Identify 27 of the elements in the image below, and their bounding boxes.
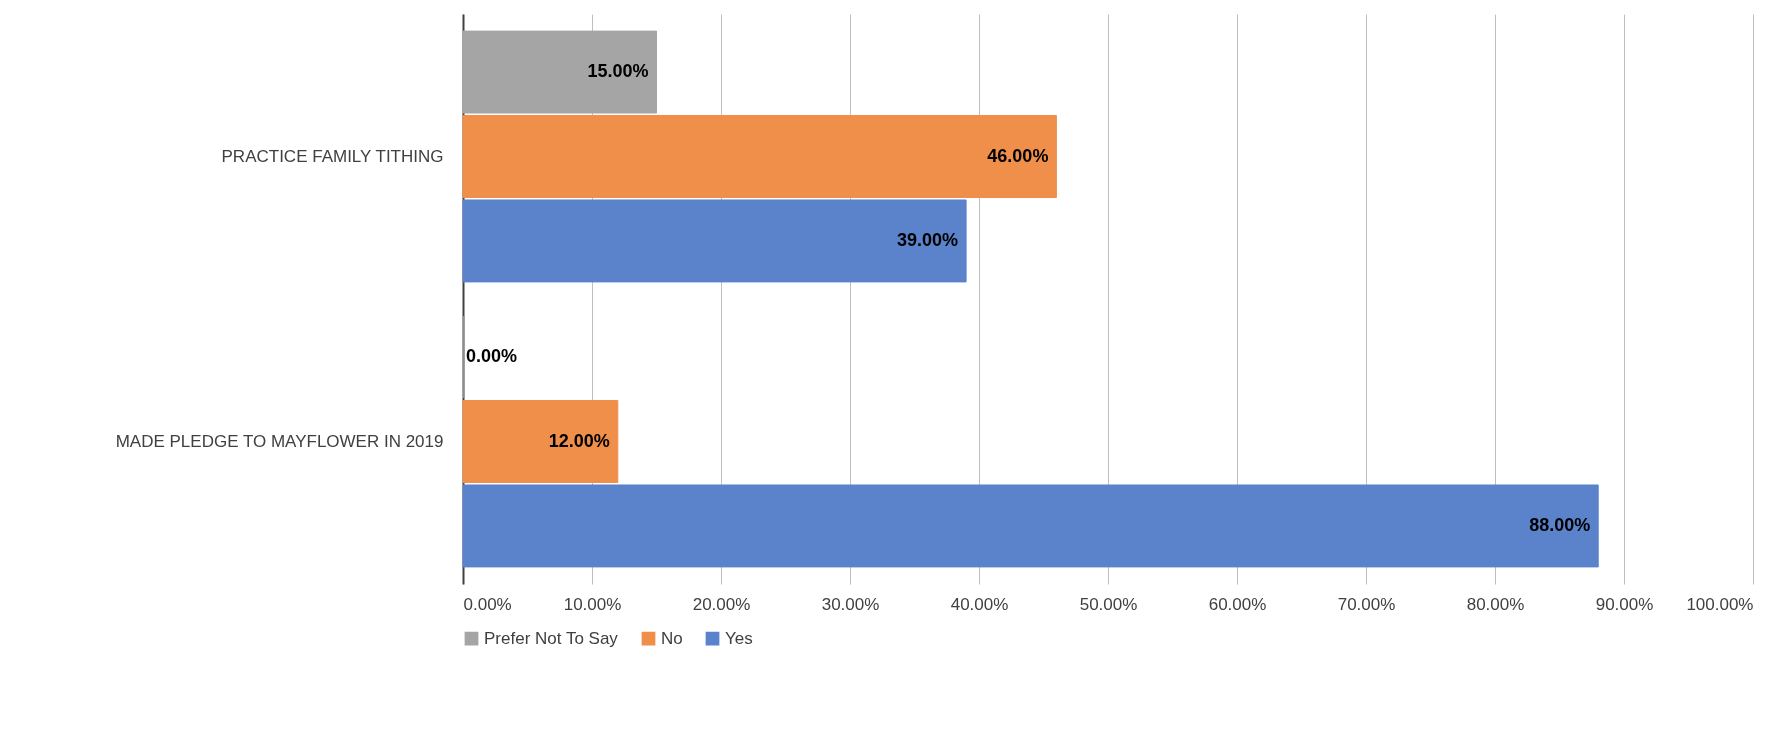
bar	[462, 400, 619, 483]
legend-label: Yes	[725, 628, 753, 648]
bar	[462, 30, 657, 114]
x-tick-label: 20.00%	[692, 594, 751, 614]
x-tick-label: 80.00%	[1466, 594, 1525, 614]
x-tick-label: 50.00%	[1079, 594, 1138, 614]
data-label: 0.00%	[466, 346, 518, 367]
bar	[462, 484, 1599, 568]
x-tick-label: 10.00%	[563, 594, 622, 614]
x-tick-label: 90.00%	[1595, 594, 1654, 614]
x-tick-label: 70.00%	[1337, 594, 1396, 614]
bar	[462, 115, 1057, 198]
x-tick-label: 40.00%	[950, 594, 1009, 614]
data-label: 15.00%	[587, 61, 649, 82]
y-tick-label: MADE PLEDGE TO MAYFLOWER IN 2019	[115, 431, 444, 451]
legend-label: Prefer Not To Say	[484, 628, 619, 648]
data-label: 12.00%	[548, 430, 610, 451]
y-tick-label: PRACTICE FAMILY TITHING	[221, 146, 444, 166]
data-label: 39.00%	[897, 229, 959, 250]
data-label: 46.00%	[987, 145, 1049, 166]
bar	[462, 199, 967, 283]
x-tick-label: 100.00%	[1686, 594, 1754, 614]
data-label: 88.00%	[1529, 514, 1591, 535]
x-tick-label: 60.00%	[1208, 594, 1267, 614]
x-tick-label: 0.00%	[463, 594, 512, 614]
legend-label: No	[661, 628, 683, 648]
x-tick-label: 30.00%	[821, 594, 880, 614]
